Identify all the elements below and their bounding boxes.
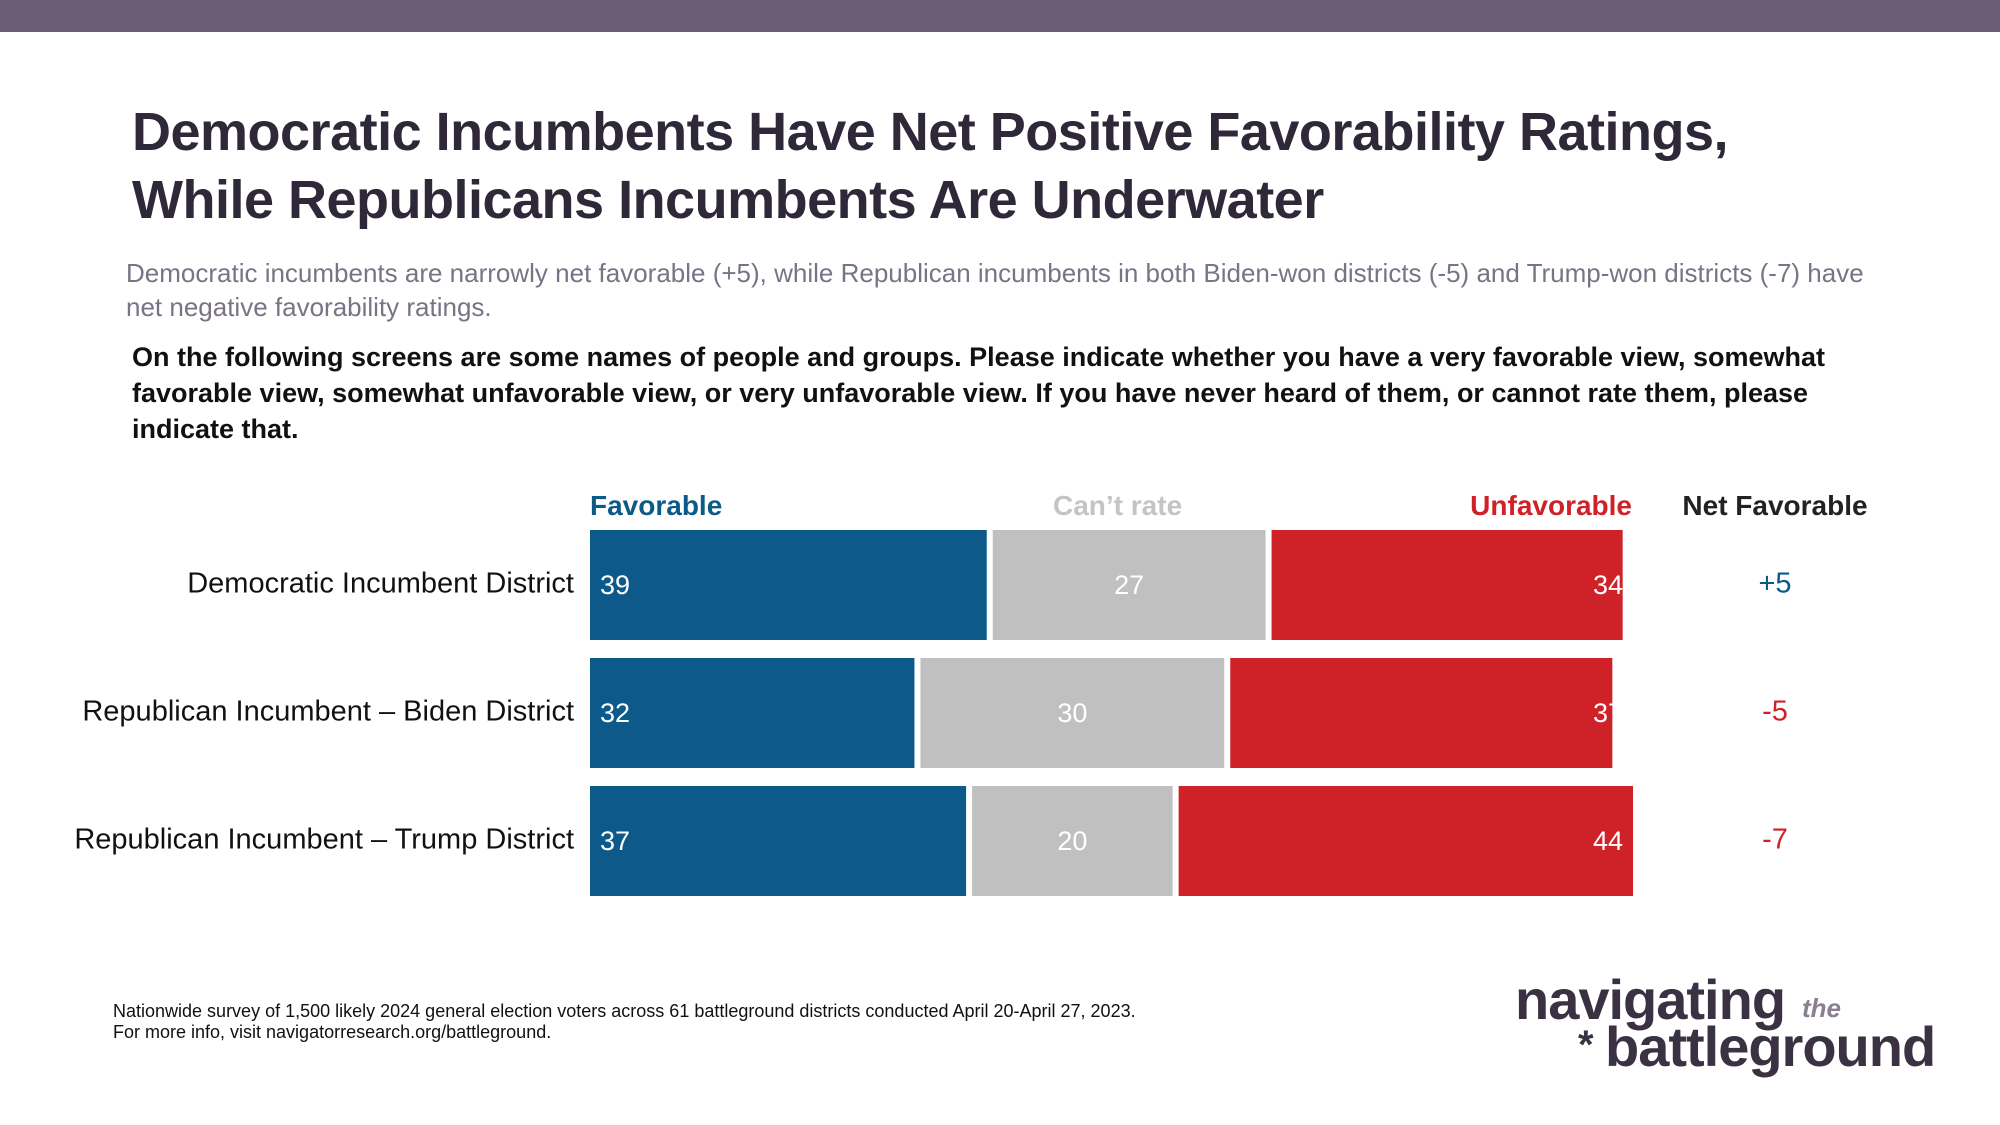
- data-label-cant-rate: 27: [1114, 570, 1144, 600]
- category-label: Republican Incumbent – Trump District: [74, 824, 574, 856]
- subtitle: Democratic incumbents are narrowly net f…: [126, 258, 1864, 322]
- footnote-line-1: Nationwide survey of 1,500 likely 2024 g…: [113, 1001, 1136, 1021]
- data-label-cant-rate: 20: [1057, 826, 1087, 856]
- survey-question: On the following screens are some names …: [132, 342, 1826, 444]
- data-label-unfavorable: 44: [1593, 826, 1623, 856]
- navigating-the-battleground-logo: navigating the * battleground: [1500, 965, 1980, 1085]
- page-title: Democratic Incumbents Have Net Positive …: [132, 98, 1962, 234]
- category-label: Democratic Incumbent District: [187, 568, 574, 600]
- top-accent-bar: [0, 0, 2000, 32]
- title-line-1: Democratic Incumbents Have Net Positive …: [132, 102, 1729, 162]
- net-favorable-header: Net Favorable: [1682, 490, 1868, 521]
- logo-word-the: the: [1802, 993, 1841, 1023]
- bar-unfavorable: [1230, 658, 1613, 768]
- footnote-line-2: For more info, visit navigatorresearch.o…: [113, 1022, 552, 1042]
- net-favorable-value: +5: [1758, 568, 1791, 600]
- data-label-unfavorable: 37: [1593, 698, 1623, 728]
- data-label-favorable: 37: [600, 826, 630, 856]
- data-label-cant-rate: 30: [1057, 698, 1087, 728]
- logo-star-icon: *: [1578, 1023, 1594, 1067]
- data-label-favorable: 39: [600, 570, 630, 600]
- bar-cant-rate: [972, 786, 1173, 896]
- title-line-2: While Republicans Incumbents Are Underwa…: [132, 170, 1324, 230]
- legend-favorable: Favorable: [590, 490, 723, 521]
- category-label: Republican Incumbent – Biden District: [82, 696, 574, 728]
- bar-cant-rate: [992, 530, 1266, 640]
- bar-unfavorable: [1271, 530, 1623, 640]
- bar-favorable: [590, 530, 987, 640]
- logo-word-navigating: navigating: [1515, 968, 1786, 1031]
- net-favorable-value: -5: [1762, 696, 1788, 728]
- bar-favorable: [590, 658, 915, 768]
- data-label-favorable: 32: [600, 698, 630, 728]
- data-label-unfavorable: 34: [1593, 570, 1623, 600]
- bar-favorable: [590, 786, 967, 896]
- bar-unfavorable: [1178, 786, 1633, 896]
- legend-unfavorable: Unfavorable: [1470, 490, 1632, 521]
- bar-cant-rate: [920, 658, 1225, 768]
- logo-word-battleground: battleground: [1605, 1015, 1936, 1078]
- legend-cant-rate: Can’t rate: [1053, 490, 1183, 521]
- net-favorable-value: -7: [1762, 824, 1788, 856]
- footnote: Nationwide survey of 1,500 likely 2024 g…: [113, 1001, 1136, 1043]
